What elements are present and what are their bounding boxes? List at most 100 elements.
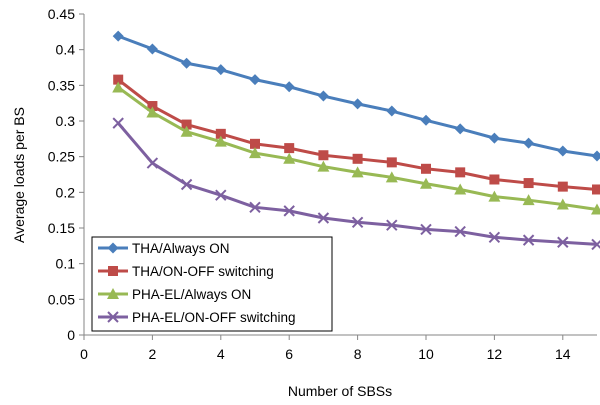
legend-item: THA/ON-OFF switching xyxy=(98,264,274,279)
data-point xyxy=(317,160,330,172)
series-group xyxy=(112,30,600,251)
legend-label: PHA-EL/Always ON xyxy=(132,287,251,302)
data-point xyxy=(488,190,501,202)
data-point xyxy=(215,64,227,76)
data-point xyxy=(180,178,193,191)
legend-item: PHA-EL/Always ON xyxy=(98,287,251,302)
data-point xyxy=(284,143,295,154)
legend-label: THA/Always ON xyxy=(132,241,230,256)
x-stroke xyxy=(591,239,600,251)
x-tick-label: 4 xyxy=(217,346,225,362)
x-tick-label: 10 xyxy=(418,346,434,362)
data-point xyxy=(146,43,158,55)
x-stroke xyxy=(215,189,227,201)
x-stroke xyxy=(107,311,119,323)
y-tick-label: 0.35 xyxy=(48,77,75,93)
x-tick-label: 14 xyxy=(555,346,571,362)
data-point xyxy=(112,81,125,93)
data-point xyxy=(557,145,569,157)
data-point xyxy=(420,223,432,236)
data-point xyxy=(523,137,535,149)
data-point xyxy=(591,238,600,251)
data-point xyxy=(112,30,124,42)
data-point xyxy=(488,231,501,243)
y-axis-label: Average loads per BS xyxy=(11,107,27,243)
data-point xyxy=(556,198,569,210)
x-tick-label: 8 xyxy=(354,346,362,362)
y-tick-label: 0.05 xyxy=(48,291,75,307)
data-point xyxy=(317,90,329,102)
data-point xyxy=(454,183,467,195)
x-stroke xyxy=(112,117,124,129)
series-1 xyxy=(112,30,600,162)
data-point xyxy=(180,125,193,137)
data-point xyxy=(214,135,227,147)
data-point xyxy=(351,216,364,229)
data-point xyxy=(146,106,159,118)
x-stroke xyxy=(351,216,364,229)
x-stroke xyxy=(488,231,501,243)
series-3 xyxy=(112,81,600,215)
data-point xyxy=(385,171,398,183)
legend-swatch-marker xyxy=(107,311,119,323)
data-point xyxy=(181,57,193,69)
legend-label: THA/ON-OFF switching xyxy=(132,264,274,279)
legend: THA/Always ON THA/ON-OFF switching PHA-EL/… xyxy=(91,236,333,332)
data-point xyxy=(249,201,261,214)
data-point xyxy=(352,98,364,110)
x-stroke xyxy=(557,236,569,248)
x-stroke xyxy=(249,201,261,214)
x-stroke xyxy=(522,234,535,246)
data-point xyxy=(249,74,261,86)
data-point xyxy=(317,212,330,224)
legend-item: PHA-EL/ON-OFF switching xyxy=(98,310,296,325)
data-point xyxy=(215,189,227,201)
series-line xyxy=(117,34,598,158)
x-stroke xyxy=(420,223,432,236)
x-tick-label: 6 xyxy=(285,346,293,362)
y-tick-label: 0 xyxy=(67,327,75,343)
x-stroke xyxy=(454,225,466,238)
y-tick-label: 0.25 xyxy=(48,149,75,165)
data-point xyxy=(557,181,568,192)
data-point xyxy=(522,194,535,206)
legend-box xyxy=(91,236,333,332)
data-point xyxy=(250,138,260,149)
x-stroke xyxy=(317,212,330,224)
data-point xyxy=(386,219,398,231)
series-4 xyxy=(112,117,600,251)
data-point xyxy=(454,123,466,135)
x-tick-label: 0 xyxy=(80,346,88,362)
data-point xyxy=(146,157,159,169)
data-point xyxy=(181,119,192,130)
data-point xyxy=(113,74,124,85)
data-point xyxy=(215,128,226,139)
data-point xyxy=(283,81,295,93)
data-point xyxy=(283,205,295,217)
data-point xyxy=(591,203,600,215)
x-axis-label: Number of SBSs xyxy=(288,383,392,399)
tick-labels: 0 0.05 0.1 0.15 0.2 0.25 0.3 0.35 0.4 0.45 0 2 4 6 8 10… xyxy=(48,6,571,362)
axes xyxy=(79,13,597,340)
data-point xyxy=(421,163,431,174)
x-stroke xyxy=(283,205,295,217)
x-tick-label: 2 xyxy=(149,346,157,362)
y-tick-label: 0.4 xyxy=(56,42,76,58)
legend-item: THA/Always ON xyxy=(98,241,230,256)
y-tick-label: 0.3 xyxy=(56,113,76,129)
data-point xyxy=(557,236,569,248)
data-point xyxy=(352,153,363,164)
y-tick-label: 0.15 xyxy=(48,220,75,236)
legend-swatch-marker xyxy=(107,242,119,254)
data-point xyxy=(522,234,535,246)
legend-swatch-marker xyxy=(107,288,119,299)
y-tick-label: 0.1 xyxy=(56,256,76,272)
data-point xyxy=(318,150,329,161)
data-point xyxy=(488,132,500,144)
data-point xyxy=(386,105,398,117)
data-point xyxy=(489,174,500,185)
data-point xyxy=(420,177,432,189)
x-stroke xyxy=(386,219,398,231)
legend-label: PHA-EL/ON-OFF switching xyxy=(132,310,296,325)
